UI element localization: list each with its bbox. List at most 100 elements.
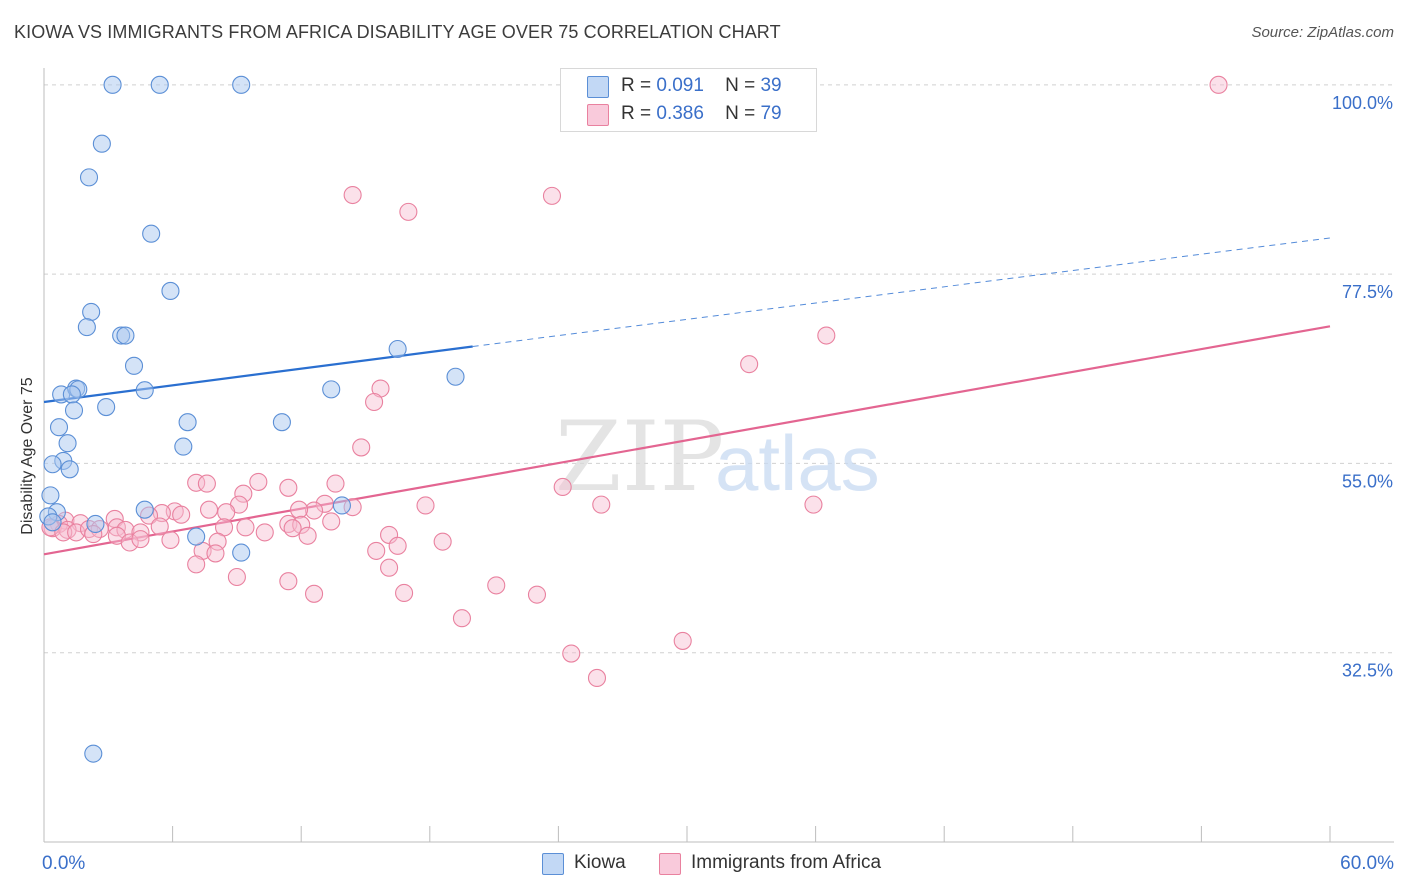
- kiowa-point: [135, 500, 154, 519]
- africa-point: [553, 477, 572, 497]
- africa-point: [305, 501, 324, 520]
- africa-point: [161, 530, 180, 550]
- kiowa-point: [187, 527, 206, 546]
- kiowa-point: [161, 281, 180, 300]
- kiowa-point: [82, 302, 101, 322]
- africa-r-value: 0.386: [656, 103, 704, 124]
- axes: [43, 68, 1394, 843]
- kiowa-point: [322, 380, 341, 399]
- y-tick-label: 32.5%: [1342, 661, 1393, 681]
- africa-legend-swatch: [659, 853, 681, 875]
- africa-points: [41, 75, 1228, 687]
- africa-point: [217, 503, 236, 522]
- kiowa-n-value: 39: [760, 75, 782, 96]
- kiowa-point: [150, 75, 169, 94]
- kiowa-point: [232, 543, 251, 562]
- kiowa-point: [77, 318, 96, 337]
- kiowa-legend-swatch: [542, 853, 564, 875]
- gridlines: [44, 84, 1394, 654]
- kiowa-point: [43, 455, 62, 474]
- kiowa-point: [84, 744, 103, 763]
- kiowa-point: [116, 326, 135, 345]
- africa-point: [290, 500, 309, 519]
- watermark: ZIP atlas: [555, 401, 880, 513]
- africa-point: [804, 495, 823, 514]
- africa-trend-line: [43, 325, 1331, 556]
- series-legend: Kiowa Immigrants from Africa: [0, 852, 1406, 876]
- y-tick-label: 77.5%: [1342, 282, 1393, 302]
- africa-point: [388, 536, 407, 555]
- africa-point: [673, 631, 692, 650]
- x-tick-label-min: 0.0%: [42, 853, 86, 874]
- kiowa-point: [97, 397, 116, 417]
- kiowa-r-value: 0.091: [656, 75, 704, 96]
- kiowa-point: [178, 413, 197, 432]
- africa-point: [542, 186, 562, 205]
- kiowa-point: [174, 437, 193, 456]
- africa-point: [197, 474, 216, 493]
- y-tick-labels: 32.5% 55.0% 77.5% 100.0%: [1332, 93, 1393, 681]
- africa-point: [416, 496, 435, 515]
- kiowa-point: [49, 418, 69, 437]
- africa-point: [433, 532, 452, 551]
- africa-point: [199, 500, 219, 519]
- kiowa-point: [60, 460, 79, 479]
- africa-point: [131, 530, 150, 549]
- africa-point: [187, 555, 206, 574]
- kiowa-point: [124, 356, 144, 375]
- kiowa-r-label: R =: [621, 75, 652, 96]
- africa-n-value: 79: [760, 103, 782, 124]
- kiowa-n-label: N =: [725, 75, 756, 96]
- kiowa-point: [446, 367, 465, 386]
- kiowa-point: [272, 413, 291, 432]
- africa-legend-label: Immigrants from Africa: [691, 852, 882, 873]
- africa-r-label: R =: [621, 103, 652, 124]
- x-tick-label-max: 60.0%: [1340, 853, 1394, 874]
- africa-point: [817, 326, 836, 345]
- kiowa-point: [92, 134, 111, 153]
- africa-point: [298, 526, 317, 545]
- correlation-legend: R = 0.091 N = 39 R = 0.386 N = 79: [560, 68, 817, 132]
- source-label: Source: ZipAtlas.com: [1251, 24, 1394, 41]
- kiowa-point: [332, 496, 351, 515]
- africa-point: [249, 472, 268, 491]
- africa-point: [279, 478, 298, 497]
- africa-point: [592, 495, 611, 514]
- kiowa-point: [135, 381, 154, 400]
- kiowa-point: [142, 224, 161, 243]
- africa-point: [1209, 75, 1228, 94]
- kiowa-point: [232, 75, 251, 94]
- africa-point: [234, 484, 253, 503]
- kiowa-trend-line: [43, 345, 473, 404]
- africa-point: [236, 518, 255, 537]
- y-tick-label: 100.0%: [1332, 93, 1393, 113]
- africa-point: [255, 523, 274, 542]
- watermark-atlas: atlas: [715, 419, 880, 507]
- kiowa-trend-extension: [472, 237, 1331, 347]
- kiowa-point: [41, 486, 60, 505]
- africa-point: [487, 576, 506, 595]
- africa-point: [279, 572, 298, 591]
- africa-point: [172, 505, 191, 524]
- kiowa-points: [39, 75, 465, 763]
- africa-point: [527, 585, 547, 604]
- africa-swatch: [587, 104, 609, 126]
- africa-point: [150, 517, 169, 536]
- kiowa-point: [79, 168, 99, 187]
- africa-point: [562, 644, 581, 663]
- kiowa-point: [62, 385, 81, 404]
- africa-point: [587, 668, 607, 687]
- africa-point: [399, 202, 418, 221]
- africa-point: [305, 584, 324, 603]
- kiowa-swatch: [587, 76, 609, 98]
- africa-point: [380, 558, 399, 577]
- africa-point: [367, 541, 386, 560]
- y-tick-label: 55.0%: [1342, 471, 1393, 491]
- africa-point: [120, 533, 139, 552]
- africa-point: [326, 474, 345, 493]
- africa-point: [395, 583, 414, 603]
- africa-point: [206, 544, 225, 563]
- kiowa-point: [43, 513, 62, 532]
- africa-point: [322, 512, 341, 531]
